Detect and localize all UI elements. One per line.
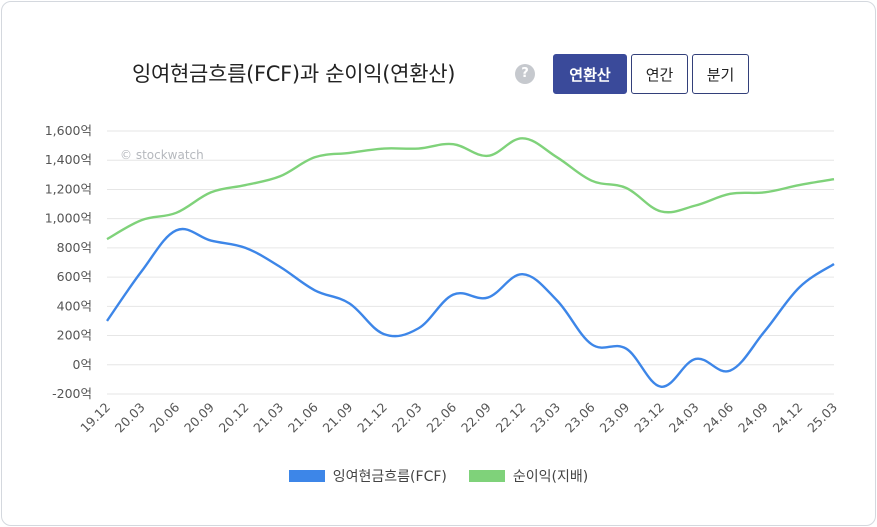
y-tick-label: 1,000억 [45,211,92,226]
series-line-fcf[interactable] [106,227,835,388]
legend-swatch-fcf [288,470,325,482]
x-tick-label: 20.12 [216,400,252,436]
x-tick-label: 22.06 [423,399,459,435]
x-tick-label: 23.09 [596,399,632,435]
x-tick-label: 21.12 [354,400,390,436]
tab-annual[interactable]: 연간 [631,54,688,94]
x-tick-label: 19.12 [77,400,113,436]
x-tick-label: 24.12 [770,400,806,436]
legend-item-net-income[interactable]: 순이익(지배) [468,466,589,486]
x-tick-label: 24.06 [700,399,736,435]
help-icon[interactable]: ? [515,64,535,84]
x-tick-label: 25.03 [804,400,840,436]
y-tick-label: 0억 [73,357,92,372]
x-tick-label: 22.12 [493,400,529,436]
legend: 잉여현금흐름(FCF) 순이익(지배) [0,466,877,486]
x-tick-label: 23.06 [562,399,598,435]
legend-item-fcf[interactable]: 잉여현금흐름(FCF) [288,466,447,486]
x-tick-label: 22.09 [458,399,494,435]
legend-swatch-net-income [468,470,505,482]
y-tick-label: 600억 [57,269,92,284]
tab-quarterly[interactable]: 분기 [692,54,749,94]
y-axis: -200억 0억 200억 400억 600억 800억 1,000억 1,200억 1,400… [45,123,92,401]
x-tick-label: 20.09 [181,399,217,435]
grid-lines [107,130,834,395]
x-tick-label: 21.03 [250,400,286,436]
y-tick-label: 200억 [57,328,92,343]
chart-title: 잉여현금흐름(FCF)과 순이익(연환산) [132,62,456,86]
x-tick-label: 24.09 [735,399,771,435]
series-lines [106,137,835,388]
series-line-net-income[interactable] [106,137,835,241]
x-tick-label: 23.12 [631,400,667,436]
tab-annualized[interactable]: 연환산 [553,54,627,94]
x-tick-label: 21.09 [320,399,356,435]
y-tick-label: 1,600억 [45,123,92,138]
y-tick-label: 400억 [57,298,92,313]
x-axis: 19.1220.0320.0620.0920.1221.0321.0621.09… [77,399,840,435]
legend-label-net-income: 순이익(지배) [512,469,589,485]
x-tick-label: 20.03 [112,400,148,436]
x-tick-label: 24.03 [666,400,702,436]
x-tick-label: 23.03 [527,400,563,436]
y-tick-label: -200억 [52,386,92,401]
y-tick-label: 800억 [57,240,92,255]
y-tick-label: 1,200억 [45,181,92,196]
y-tick-label: 1,400억 [45,152,92,167]
x-tick-label: 20.06 [146,399,182,435]
watermark: © stockwatch [120,148,204,162]
x-tick-label: 21.06 [285,399,321,435]
period-tabs: 연환산 연간 분기 [553,54,749,94]
legend-label-fcf: 잉여현금흐름(FCF) [332,469,447,485]
x-tick-label: 22.03 [389,400,425,436]
